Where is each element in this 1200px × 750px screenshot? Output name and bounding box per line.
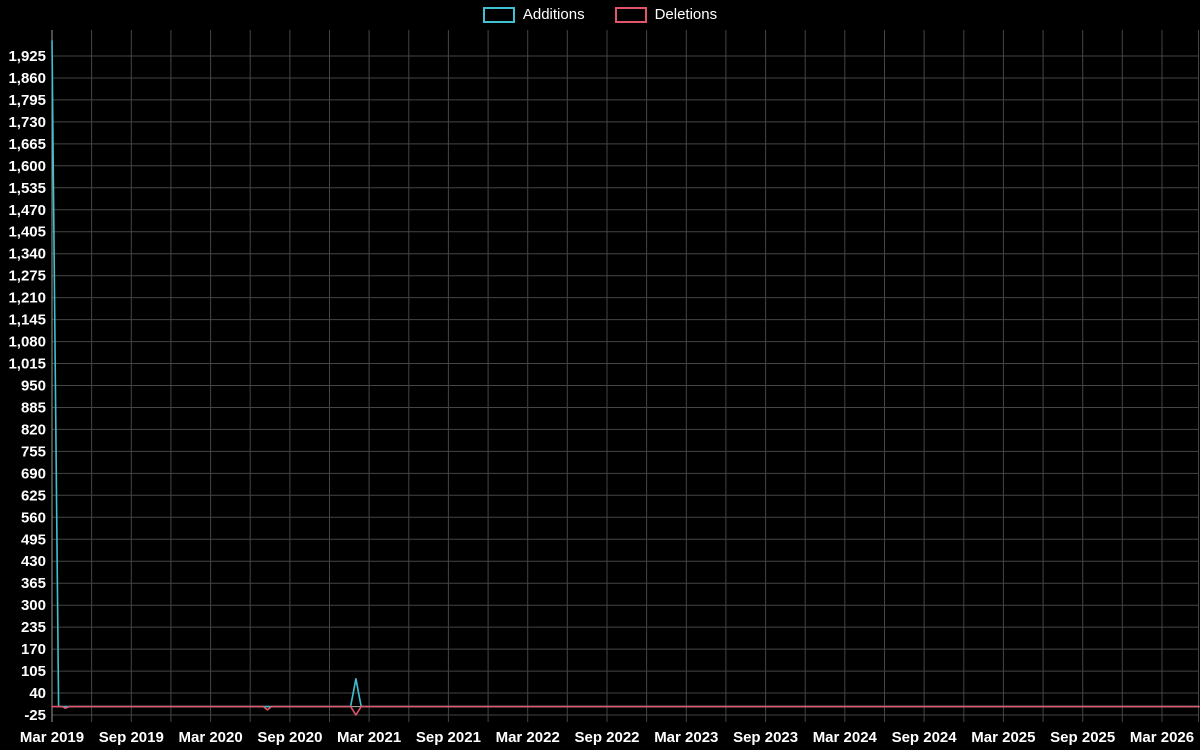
x-tick-label: Sep 2024	[892, 729, 958, 746]
x-tick-label: Mar 2019	[20, 729, 84, 746]
y-tick-label: 365	[21, 575, 46, 592]
x-tick-label: Sep 2021	[416, 729, 481, 746]
y-tick-label: 885	[21, 400, 46, 417]
legend-label-additions: Additions	[522, 6, 585, 23]
y-tick-label: 1,405	[8, 224, 46, 241]
y-tick-label: 430	[21, 553, 46, 570]
x-tick-label: Mar 2023	[654, 729, 718, 746]
y-tick-label: 1,340	[8, 246, 46, 263]
y-tick-label: 950	[21, 378, 46, 395]
x-tick-label: Sep 2020	[257, 729, 322, 746]
y-tick-label: 560	[21, 509, 46, 526]
y-tick-label: 690	[21, 465, 46, 482]
y-tick-label: 1,210	[8, 290, 46, 307]
y-tick-label: 1,015	[8, 356, 46, 373]
y-tick-label: 300	[21, 597, 46, 614]
additions-series-line	[51, 39, 1200, 708]
y-tick-label: 1,275	[8, 268, 46, 285]
x-tick-label: Sep 2023	[733, 729, 798, 746]
x-tick-label: Mar 2022	[496, 729, 560, 746]
legend-label-deletions: Deletions	[654, 6, 718, 23]
y-tick-label: 495	[21, 531, 46, 548]
y-tick-label: 625	[21, 487, 46, 504]
y-tick-label: 1,470	[8, 202, 46, 219]
x-tick-label: Mar 2021	[337, 729, 401, 746]
x-tick-label: Sep 2025	[1050, 729, 1115, 746]
y-tick-label: 820	[21, 421, 46, 438]
y-tick-label: 170	[21, 641, 46, 658]
x-tick-label: Sep 2022	[574, 729, 639, 746]
y-tick-label: 235	[21, 619, 46, 636]
deletions-swatch-icon	[614, 7, 647, 23]
legend-item-additions[interactable]: Additions	[482, 6, 585, 24]
x-tick-label: Mar 2020	[178, 729, 242, 746]
y-tick-label: 1,145	[8, 312, 46, 329]
y-tick-label: 1,925	[8, 48, 46, 65]
x-tick-label: Sep 2019	[99, 729, 164, 746]
y-tick-label: 1,665	[8, 136, 46, 153]
y-tick-label: 1,600	[8, 158, 46, 175]
y-tick-label: 755	[21, 443, 46, 460]
y-tick-label: -25	[24, 707, 46, 724]
y-tick-label: 1,860	[8, 70, 46, 87]
x-tick-label: Mar 2026	[1130, 729, 1194, 746]
chart-legend: Additions Deletions	[0, 6, 1200, 24]
y-tick-label: 1,795	[8, 92, 46, 109]
legend-item-deletions[interactable]: Deletions	[614, 6, 718, 24]
x-tick-label: Mar 2025	[971, 729, 1035, 746]
deletions-series-line	[51, 705, 1200, 716]
additions-swatch-icon	[482, 7, 515, 23]
y-tick-label: 40	[29, 685, 46, 702]
y-tick-label: 1,535	[8, 180, 46, 197]
y-tick-label: 105	[21, 663, 46, 680]
y-tick-label: 1,080	[8, 334, 46, 351]
x-tick-label: Mar 2024	[813, 729, 878, 746]
y-tick-label: 1,730	[8, 114, 46, 131]
